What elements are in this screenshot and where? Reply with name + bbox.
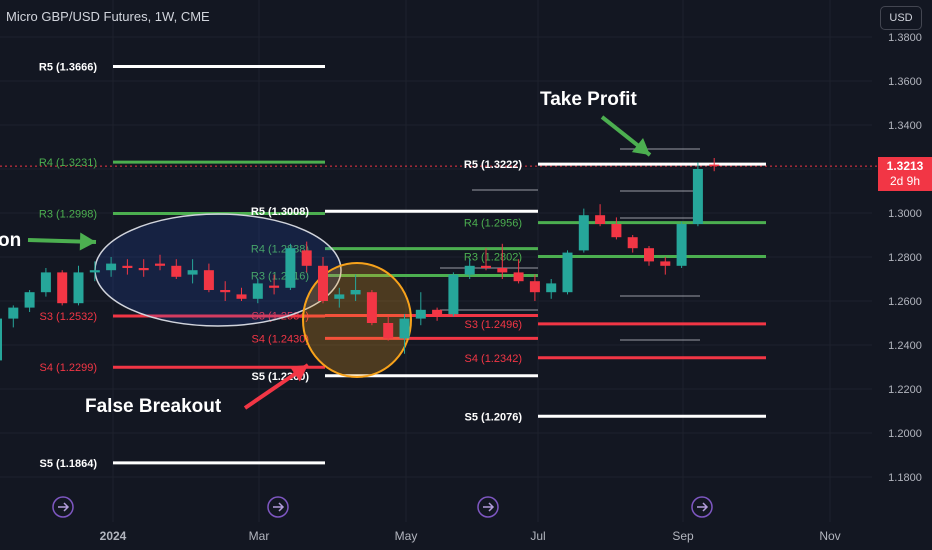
- annotation-text: False Breakout: [85, 396, 222, 417]
- y-tick-label: 1.2200: [888, 384, 922, 396]
- pivot-label: S3 (1.2532): [40, 311, 97, 323]
- y-tick-label: 1.2400: [888, 340, 922, 352]
- candle-body: [448, 274, 459, 315]
- candle-body: [350, 290, 361, 295]
- candle-body: [399, 318, 410, 339]
- y-tick-label: 1.3800: [888, 32, 922, 44]
- candle-body: [513, 272, 524, 282]
- candles: [0, 158, 720, 361]
- pivot-label: R5 (1.3222): [464, 159, 522, 171]
- pivot-label: R4 (1.3231): [39, 157, 97, 169]
- candle-body: [285, 248, 296, 288]
- candle-body: [595, 215, 606, 224]
- candle-body: [269, 285, 280, 288]
- candle-body: [497, 268, 508, 273]
- false-breakout-arrow-head: [289, 365, 308, 382]
- pivot-label: R3 (1.2802): [464, 252, 522, 264]
- x-tick-label: Mar: [249, 529, 270, 543]
- arrow-circle-icon: [477, 496, 499, 518]
- x-axis: 2024 Mar May Jul Sep Nov: [100, 529, 841, 543]
- candle-body: [40, 272, 51, 293]
- candle-body: [692, 169, 703, 224]
- pivot-label: R5 (1.3666): [39, 61, 97, 73]
- pivot-label: S4 (1.2299): [40, 362, 97, 374]
- arrow-circle-icon: [52, 496, 74, 518]
- y-tick-label: 1.3600: [888, 76, 922, 88]
- candle-body: [301, 250, 312, 266]
- grid: [0, 0, 878, 522]
- y-axis: 1.38001.36001.34001.32001.30001.28001.26…: [888, 32, 922, 484]
- countdown-label: 2d 9h: [889, 174, 921, 188]
- candle-body: [89, 270, 100, 273]
- candle-body: [122, 265, 133, 268]
- candle-body: [464, 265, 475, 275]
- candle-body: [415, 309, 426, 319]
- pivot-label: R3 (1.2998): [39, 208, 97, 220]
- chart-title: Micro GBP/USD Futures, 1W, CME: [6, 9, 210, 24]
- candle-body: [73, 272, 84, 304]
- y-tick-label: 1.3000: [888, 208, 922, 220]
- candle-body: [481, 265, 491, 268]
- y-tick-label: 1.2600: [888, 296, 922, 308]
- candle-body: [676, 224, 687, 266]
- last-price-tag: 1.3213 2d 9h: [878, 157, 932, 191]
- pivot-label: S4 (1.2430): [252, 333, 309, 345]
- candle-body: [660, 261, 671, 266]
- pivot-label: S4 (1.2342): [465, 353, 522, 365]
- candle-body: [155, 263, 165, 266]
- highlight-zones: [94, 213, 412, 378]
- annotations: Take Profit False Breakout on: [0, 89, 652, 417]
- candle-body: [578, 215, 589, 251]
- pivot-label: R4 (1.2956): [464, 218, 522, 230]
- last-price-value: 1.3213: [886, 159, 924, 173]
- candle-body: [252, 283, 263, 299]
- candle-body: [171, 265, 182, 277]
- x-tick-label: Nov: [819, 529, 840, 543]
- candle-body: [187, 270, 198, 275]
- candle-body: [24, 292, 35, 308]
- candle-body: [529, 281, 540, 293]
- candle-body: [318, 265, 328, 301]
- candle-body: [366, 292, 377, 323]
- candle-body: [8, 307, 19, 319]
- pivot-label: S5 (1.1864): [40, 458, 98, 470]
- pivot-label: S5 (1.2076): [465, 411, 523, 423]
- candle-body: [546, 283, 557, 293]
- y-tick-label: 1.1800: [888, 472, 922, 484]
- take-profit-arrow-head: [631, 138, 650, 155]
- candle-body: [644, 248, 654, 262]
- pivot-label: S3 (1.2496): [465, 319, 522, 331]
- candle-body: [0, 318, 2, 361]
- candle-body: [562, 252, 573, 293]
- x-tick-label: Jul: [530, 529, 545, 543]
- consolidation-arrow-head: [79, 232, 96, 251]
- arrow-circle-icon: [691, 496, 713, 518]
- y-tick-label: 1.2800: [888, 252, 922, 264]
- pivot-label: R5 (1.3008): [251, 206, 309, 218]
- candle-body: [709, 164, 720, 167]
- x-tick-label: Sep: [672, 529, 694, 543]
- candle-body: [138, 268, 149, 271]
- y-tick-label: 1.2000: [888, 428, 922, 440]
- event-markers: [52, 496, 713, 518]
- candle-body: [611, 224, 622, 238]
- currency-button[interactable]: USD: [880, 6, 922, 30]
- x-tick-label: May: [395, 529, 418, 543]
- candle-body: [383, 323, 394, 339]
- candle-body: [236, 294, 247, 299]
- annotation-text: Take Profit: [540, 89, 637, 110]
- candle-body: [203, 270, 214, 290]
- candle-body: [334, 294, 345, 299]
- candle-body: [627, 237, 638, 249]
- candle-body: [57, 272, 68, 304]
- annotation-text: on: [0, 230, 21, 251]
- candle-body: [432, 309, 443, 315]
- x-tick-label: 2024: [100, 529, 127, 543]
- false-breakout-ellipse: [302, 262, 412, 378]
- arrow-circle-icon: [267, 496, 289, 518]
- candle-body: [220, 290, 231, 293]
- y-tick-label: 1.3400: [888, 120, 922, 132]
- candle-body: [106, 263, 117, 271]
